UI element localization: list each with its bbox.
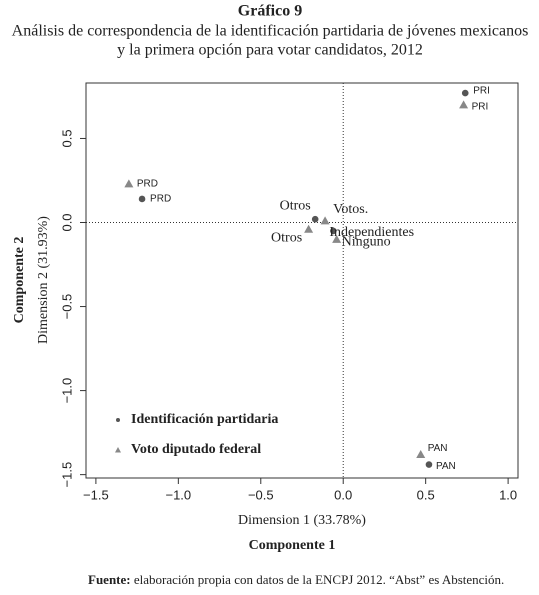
x-tick-label: −1.5: [83, 487, 109, 502]
legend-marker: [115, 447, 121, 453]
subtitle: Análisis de correspondencia de la identi…: [12, 23, 529, 40]
x-tick-label: 0.5: [417, 487, 435, 502]
footnote: Fuente: elaboración propia con datos de …: [88, 572, 504, 587]
circle-point: [330, 227, 337, 235]
legend-label: Voto diputado federal: [131, 442, 261, 457]
legend-label: Identificación partidaria: [131, 412, 278, 427]
x-tick-label: 1.0: [499, 487, 517, 502]
point-label: PRD: [137, 178, 158, 189]
circle-point: [138, 195, 146, 203]
triangle-point: [304, 224, 314, 233]
x-tick-label: 0.0: [334, 487, 352, 502]
y-tick-label: −0.5: [59, 294, 74, 320]
point-label: Votos.: [333, 202, 368, 217]
triangle-point: [332, 234, 342, 243]
y-axis-title: Componente 2: [12, 237, 27, 324]
circle-point: [311, 215, 319, 223]
footnote-label: Fuente:: [88, 572, 131, 587]
triangle-point: [320, 216, 330, 225]
chart-title: Gráfico 9: [238, 3, 302, 20]
y-tick-label: −1.0: [59, 378, 74, 404]
point-label: Independientes: [329, 225, 414, 240]
y-tick-label: −1.5: [59, 462, 74, 488]
y-tick-label: 0.0: [59, 213, 74, 231]
point-label: PAN: [436, 461, 456, 472]
triangle-point: [459, 100, 469, 109]
circle-point: [425, 461, 433, 468]
triangle-point: [124, 179, 134, 188]
footnote-text: elaboración propia con datos de la ENCPJ…: [134, 572, 504, 587]
x-axis-title: Componente 1: [249, 538, 336, 553]
point-label: Otros: [271, 230, 302, 245]
point-label: Otros: [280, 198, 311, 213]
point-label: PRI: [473, 86, 490, 97]
point-label: PAN: [428, 443, 448, 454]
y-tick-label: 0.5: [59, 129, 74, 147]
x-tick-label: −1.0: [165, 487, 191, 502]
legend-marker: [116, 418, 120, 422]
subtitle: y la primera opción para votar candidato…: [117, 42, 423, 59]
triangle-point: [416, 449, 426, 458]
point-label: Ninguno: [342, 235, 391, 250]
x-tick-label: −0.5: [248, 487, 274, 502]
plot-frame: [85, 82, 519, 479]
point-label: PRD: [150, 194, 171, 205]
x-axis-label: Dimension 1 (33.78%): [238, 513, 366, 528]
point-label: PRI: [472, 101, 489, 112]
circle-point: [461, 89, 469, 97]
y-axis-label: Dimension 2 (31.93%): [36, 216, 51, 344]
